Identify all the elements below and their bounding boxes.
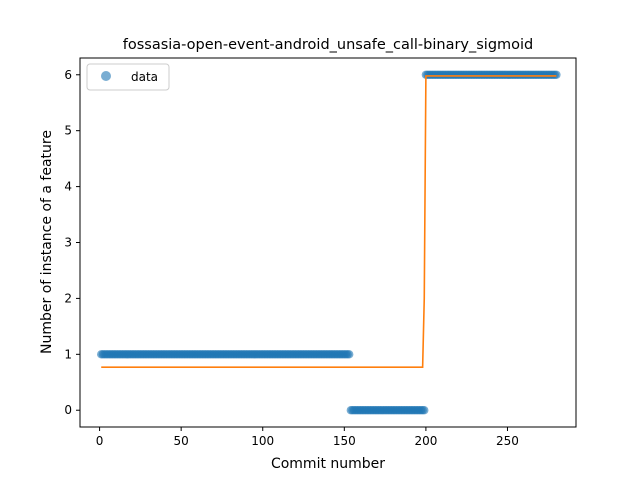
legend-marker-data: [101, 71, 111, 81]
fit-line: [101, 75, 557, 368]
x-axis: 0 50 100 150 200 250: [96, 427, 519, 448]
y-axis: 0 1 2 3 4 5 6: [64, 68, 80, 417]
legend-box: [86, 63, 170, 91]
x-tick-label: 0: [96, 434, 104, 448]
x-tick-label: 150: [333, 434, 356, 448]
y-tick-label: 6: [64, 68, 72, 82]
y-axis-label: Number of instance of a feature: [39, 130, 55, 354]
y-tick-label: 5: [64, 124, 72, 138]
y-tick-label: 1: [64, 347, 72, 361]
data-point: [420, 406, 429, 415]
chart-title: fossasia-open-event-android_unsafe_call-…: [123, 37, 534, 53]
x-tick-label: 50: [174, 434, 189, 448]
x-tick-label: 200: [414, 434, 437, 448]
legend-label-data: data: [131, 70, 158, 84]
x-tick-label: 100: [251, 434, 274, 448]
y-tick-label: 3: [64, 236, 72, 250]
plot-area: [97, 70, 561, 415]
x-axis-label: Commit number: [271, 456, 385, 472]
data-point: [552, 70, 561, 79]
y-tick-label: 0: [64, 403, 72, 417]
y-tick-label: 2: [64, 291, 72, 305]
y-tick-label: 4: [64, 180, 72, 194]
legend: data: [86, 63, 170, 91]
axes-frame: [79, 57, 577, 428]
data-point: [345, 350, 354, 359]
x-tick-label: 250: [496, 434, 519, 448]
